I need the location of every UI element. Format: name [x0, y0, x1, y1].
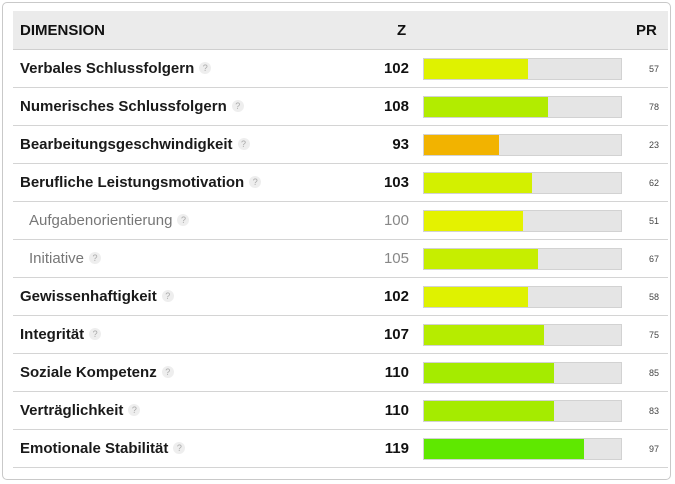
score-bar-fill: [424, 97, 549, 117]
z-score: 119: [384, 440, 409, 457]
score-bar-fill: [424, 363, 555, 383]
dimension-name: Verbales Schlussfolgern?: [20, 60, 212, 77]
header-dimension: DIMENSION: [20, 22, 106, 39]
z-score: 100: [383, 212, 409, 229]
table-row-aufgabenorientierung: Aufgabenorientierung? 100 51: [13, 202, 668, 240]
help-icon[interactable]: ?: [89, 252, 102, 265]
table-row-emotionale-stabilitaet: Emotionale Stabilität? 119 97: [13, 430, 668, 468]
score-bar: [423, 286, 622, 308]
dimension-name: Gewissenhaftigkeit?: [20, 288, 174, 305]
score-bar: [423, 210, 622, 232]
dimension-name: Numerisches Schlussfolgern?: [20, 98, 244, 115]
dimension-label: Soziale Kompetenz: [20, 364, 157, 381]
score-bar-fill: [424, 135, 499, 155]
z-score: 110: [384, 364, 409, 381]
z-score: 102: [383, 288, 409, 305]
help-icon[interactable]: ?: [161, 290, 174, 303]
z-score: 110: [384, 402, 409, 419]
help-icon[interactable]: ?: [237, 138, 250, 151]
help-icon[interactable]: ?: [89, 328, 102, 341]
percentile-rank: 57: [648, 64, 659, 74]
table-row-initiative: Initiative? 105 67: [13, 240, 668, 278]
dimension-name: Verträglichkeit?: [20, 402, 141, 419]
dimension-name: Emotionale Stabilität?: [20, 440, 186, 457]
dimension-name: Aufgabenorientierung?: [29, 212, 190, 229]
score-bar: [423, 362, 622, 384]
table-row-berufliche-leistungsmotivation: Berufliche Leistungsmotivation? 103 62: [13, 164, 668, 202]
dimension-label: Bearbeitungsgeschwindigkeit: [20, 136, 233, 153]
help-icon[interactable]: ?: [249, 176, 262, 189]
score-bar: [423, 96, 622, 118]
percentile-rank: 75: [648, 330, 659, 340]
help-icon[interactable]: ?: [128, 404, 141, 417]
score-bar-fill: [424, 211, 523, 231]
score-bar: [423, 134, 622, 156]
dimension-label: Berufliche Leistungsmotivation: [20, 174, 245, 191]
dimension-label: Verträglichkeit: [20, 402, 124, 419]
z-score: 105: [383, 250, 409, 267]
score-bar: [423, 324, 622, 346]
dimension-label: Emotionale Stabilität: [20, 440, 169, 457]
z-score: 103: [383, 174, 409, 191]
score-bar: [423, 58, 622, 80]
z-score: 102: [383, 60, 409, 77]
table-row-vertraeglichkeit: Verträglichkeit? 110 83: [13, 392, 668, 430]
dimension-name: Bearbeitungsgeschwindigkeit?: [20, 136, 250, 153]
results-panel: DIMENSION Z PR Verbales Schlussfolgern? 1…: [2, 2, 671, 480]
dimension-label: Gewissenhaftigkeit: [20, 288, 157, 305]
percentile-rank: 97: [648, 444, 659, 454]
percentile-rank: 67: [648, 254, 659, 264]
percentile-rank: 23: [648, 140, 659, 150]
z-score: 107: [383, 326, 409, 343]
table-row-integritaet: Integrität? 107 75: [13, 316, 668, 354]
score-bar-fill: [424, 439, 584, 459]
results-table: DIMENSION Z PR Verbales Schlussfolgern? 1…: [13, 11, 668, 468]
help-icon[interactable]: ?: [199, 62, 212, 75]
score-bar-fill: [424, 401, 555, 421]
table-row-bearbeitungsgeschwindigkeit: Bearbeitungsgeschwindigkeit? 93 23: [13, 126, 668, 164]
z-score: 93: [392, 136, 409, 153]
table-row-gewissenhaftigkeit: Gewissenhaftigkeit? 102 58: [13, 278, 668, 316]
dimension-label: Integrität: [20, 326, 85, 343]
score-bar-fill: [424, 173, 533, 193]
header-z: Z: [397, 22, 407, 39]
header-pr: PR: [636, 22, 657, 39]
dimension-name: Soziale Kompetenz?: [20, 364, 174, 381]
help-icon[interactable]: ?: [173, 442, 186, 455]
dimension-label: Initiative: [29, 250, 85, 267]
table-row-numerisches-schlussfolgern: Numerisches Schlussfolgern? 108 78: [13, 88, 668, 126]
help-icon[interactable]: ?: [231, 100, 244, 113]
table-header: DIMENSION Z PR: [13, 11, 668, 50]
dimension-label: Numerisches Schlussfolgern: [20, 98, 227, 115]
score-bar-fill: [424, 249, 539, 269]
help-icon[interactable]: ?: [161, 366, 174, 379]
percentile-rank: 62: [648, 178, 659, 188]
dimension-name: Initiative?: [29, 250, 102, 267]
dimension-name: Berufliche Leistungsmotivation?: [20, 174, 262, 191]
score-bar-fill: [424, 287, 529, 307]
score-bar-fill: [424, 325, 545, 345]
score-bar: [423, 172, 622, 194]
score-bar-fill: [424, 59, 529, 79]
percentile-rank: 78: [648, 102, 659, 112]
score-bar: [423, 248, 622, 270]
table-body: Verbales Schlussfolgern? 102 57 Numerisches…: [13, 50, 668, 468]
z-score: 108: [383, 98, 409, 115]
dimension-name: Integrität?: [20, 326, 102, 343]
table-row-soziale-kompetenz: Soziale Kompetenz? 110 85: [13, 354, 668, 392]
dimension-label: Verbales Schlussfolgern: [20, 60, 195, 77]
percentile-rank: 83: [648, 406, 659, 416]
help-icon[interactable]: ?: [177, 214, 190, 227]
score-bar: [423, 400, 622, 422]
percentile-rank: 85: [648, 368, 659, 378]
score-bar: [423, 438, 622, 460]
dimension-label: Aufgabenorientierung: [29, 212, 173, 229]
table-row-verbales-schlussfolgern: Verbales Schlussfolgern? 102 57: [13, 50, 668, 88]
percentile-rank: 51: [648, 216, 659, 226]
percentile-rank: 58: [648, 292, 659, 302]
